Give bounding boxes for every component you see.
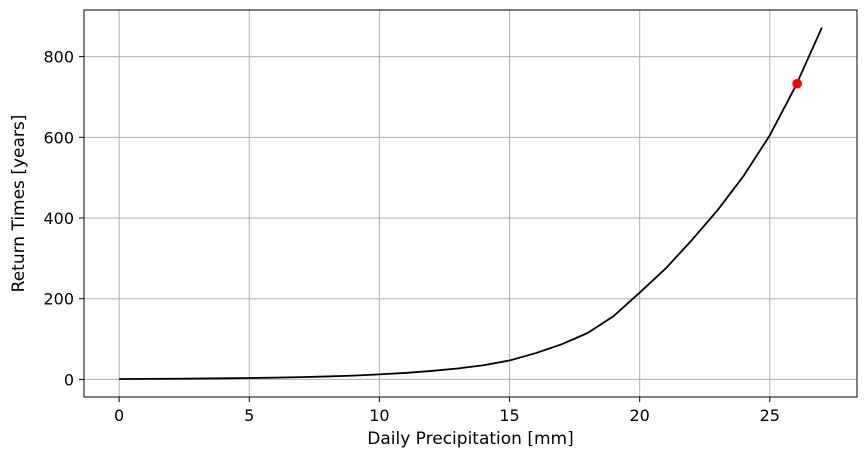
y-axis-label: Return Times [years]	[9, 115, 29, 293]
x-tick-label: 20	[629, 406, 649, 425]
y-tick-label: 200	[43, 290, 74, 309]
y-tick-label: 0	[64, 370, 74, 389]
highlight-point	[792, 78, 802, 89]
plot-area	[119, 27, 823, 380]
plot-frame	[83, 9, 858, 398]
y-tick-label: 400	[43, 209, 74, 228]
y-tick-label: 600	[43, 128, 74, 147]
grid-lines	[84, 10, 857, 397]
return-time-curve	[119, 27, 823, 380]
x-axis-label: Daily Precipitation [mm]	[367, 429, 573, 449]
x-tick-label: 0	[114, 406, 124, 425]
x-tick-label: 5	[244, 406, 254, 425]
axis-ticks: 0 5 10 15 20 25 0 200 400 600 800	[43, 48, 780, 425]
x-tick-label: 10	[369, 406, 389, 425]
x-tick-label: 25	[760, 406, 780, 425]
x-tick-label: 15	[499, 406, 519, 425]
y-tick-label: 800	[43, 48, 74, 67]
